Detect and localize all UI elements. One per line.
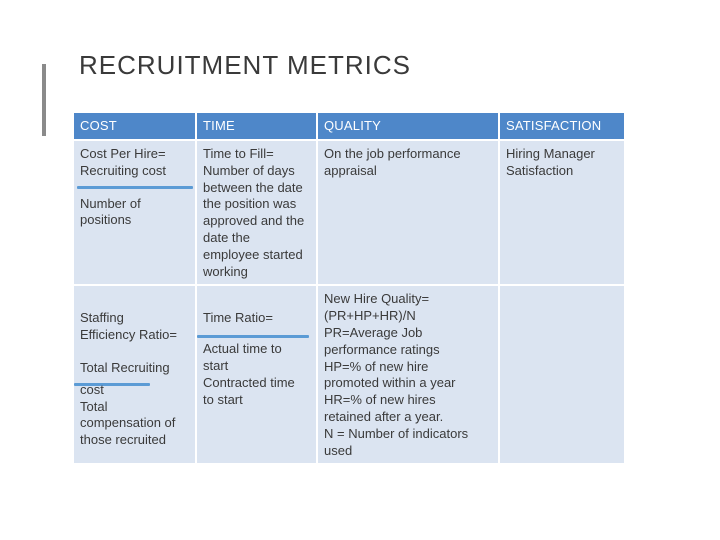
page-title: RECRUITMENT METRICS [79,50,411,80]
cell-line: Number of days [203,162,295,178]
cell-line: HP=% of new hire [324,358,429,374]
cell-line: On the job performance [324,146,461,161]
table-row: Cost Per Hire= Recruiting cost Number of… [74,141,624,285]
cell-line: working [203,263,248,279]
cell-line: Recruiting cost [80,162,166,178]
cell-line: employee started [203,246,303,262]
cell-new-hire-quality: New Hire Quality= (PR+HP+HR)/N PR=Averag… [318,286,498,464]
fraction-divider [197,335,309,339]
title-accent-bar [42,64,46,136]
cell-line: Efficiency Ratio= [80,327,177,343]
cell-line: retained after a year. [324,408,444,424]
cell-time-to-fill: Time to Fill= Number of days between the… [197,141,316,285]
cell-line: N = Number of indicators [324,425,469,441]
cell-line: Number of [80,195,141,211]
cell-line: HR=% of new hires [324,392,436,408]
cell-line: Satisfaction [506,162,574,178]
cell-line: positions [80,212,132,228]
cell-line: Cost Per Hire= [80,146,166,161]
fraction-divider [74,382,150,386]
cell-line: (PR+HP+HR)/N [324,308,416,324]
cell-line: appraisal [324,162,377,178]
cell-line: Time Ratio= [203,310,273,326]
cell-staffing-efficiency: Staffing Efficiency Ratio= Total Recruit… [74,286,195,464]
cell-line: New Hire Quality= [324,291,430,307]
cell-line: to start [203,391,243,407]
cell-line: Total Recruiting [80,359,170,375]
cell-line: Time to Fill= [203,146,274,161]
header-satisfaction: SATISFACTION [500,113,624,139]
table-row: Staffing Efficiency Ratio= Total Recruit… [74,286,624,464]
cell-line: date the [203,229,250,245]
cell-line: those recruited [80,432,166,448]
cell-line: PR=Average Job [324,324,423,340]
cell-empty [500,286,624,464]
cell-line: between the date [203,179,303,195]
cell-line: Actual time to [203,341,282,357]
cell-line: promoted within a year [324,375,456,391]
cell-line: Contracted time [203,374,295,390]
metrics-table: COST TIME QUALITY SATISFACTION Cost Per … [72,111,626,465]
cell-line: Staffing [80,310,124,326]
cell-line: start [203,357,229,373]
header-time: TIME [197,113,316,139]
cell-line: compensation of [80,415,176,431]
cell-line: performance ratings [324,341,440,357]
cell-line: approved and the [203,213,305,229]
cell-line: used [324,442,353,458]
header-quality: QUALITY [318,113,498,139]
cell-line: Hiring Manager [506,146,595,161]
cell-line: Total [80,398,108,414]
cell-line: the position was [203,196,297,212]
cell-quality-performance: On the job performance appraisal [318,141,498,285]
cell-satisfaction: Hiring Manager Satisfaction [500,141,624,285]
cell-line: cost [80,381,104,397]
header-cost: COST [74,113,195,139]
header-row: COST TIME QUALITY SATISFACTION [74,113,624,139]
cell-cost-per-hire: Cost Per Hire= Recruiting cost Number of… [74,141,195,285]
cell-time-ratio: Time Ratio= Actual time to start Contrac… [197,286,316,464]
fraction-divider [77,186,193,189]
